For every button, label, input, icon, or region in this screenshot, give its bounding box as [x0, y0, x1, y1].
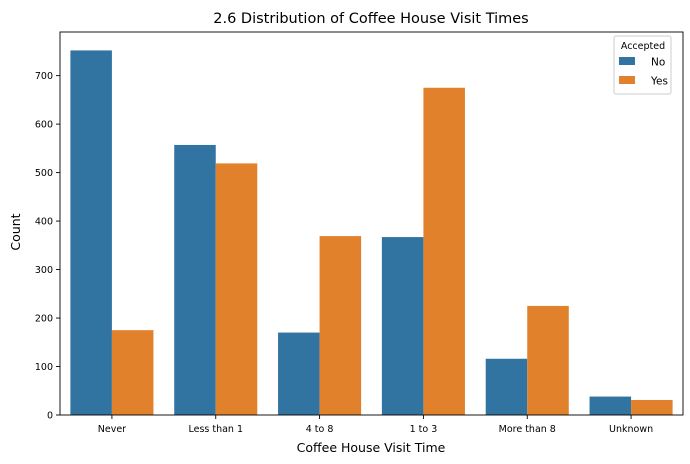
bar-yes-less-than-1 — [215, 163, 258, 415]
x-tick-label: Never — [98, 424, 126, 435]
bar-yes-4-to-8 — [319, 236, 362, 415]
x-tick-label: Less than 1 — [188, 424, 243, 435]
x-axis-label: Coffee House Visit Time — [297, 440, 446, 455]
x-tick-label: More than 8 — [499, 424, 556, 435]
legend-label-no: No — [651, 57, 665, 69]
legend-title: Accepted — [621, 41, 665, 52]
legend-swatch-yes — [619, 76, 635, 84]
y-tick-label: 500 — [35, 168, 53, 179]
bar-no-more-than-8 — [485, 358, 528, 415]
y-axis-label: Count — [8, 213, 23, 250]
legend: Accepted No Yes — [613, 35, 672, 95]
bar-no-4-to-8 — [278, 332, 320, 415]
plot-area: Never Less than 1 4 to 8 1 to 3 More than 8 U… — [35, 31, 684, 435]
y-tick-label: 200 — [35, 314, 53, 325]
legend-label-yes: Yes — [650, 76, 668, 88]
bar-no-1-to-3 — [381, 237, 424, 415]
y-tick-label: 300 — [35, 265, 53, 276]
x-tick-label: 4 to 8 — [306, 424, 334, 435]
plot-frame — [59, 31, 684, 416]
bar-no-unknown — [589, 396, 632, 415]
bar-yes-unknown — [631, 399, 673, 415]
bar-no-never — [70, 50, 112, 416]
bar-yes-never — [111, 330, 154, 415]
chart-title: 2.6 Distribution of Coffee House Visit T… — [213, 11, 529, 27]
x-tick-label: 1 to 3 — [410, 424, 438, 435]
bar-yes-more-than-8 — [527, 305, 569, 415]
legend-swatch-no — [619, 57, 635, 65]
y-tick-label: 100 — [35, 362, 53, 373]
y-tick-label: 400 — [35, 217, 53, 228]
x-tick-label: Unknown — [609, 424, 653, 435]
bar-no-less-than-1 — [174, 144, 216, 415]
y-tick-label: 600 — [35, 120, 53, 131]
bar-yes-1-to-3 — [423, 87, 465, 415]
y-tick-label: 700 — [35, 71, 53, 82]
y-tick-label: 0 — [47, 411, 53, 422]
